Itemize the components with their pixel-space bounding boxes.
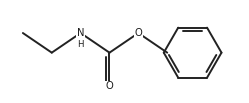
Text: N: N bbox=[77, 28, 84, 38]
Text: H: H bbox=[77, 40, 84, 49]
Text: O: O bbox=[134, 28, 142, 38]
Text: O: O bbox=[106, 81, 113, 91]
